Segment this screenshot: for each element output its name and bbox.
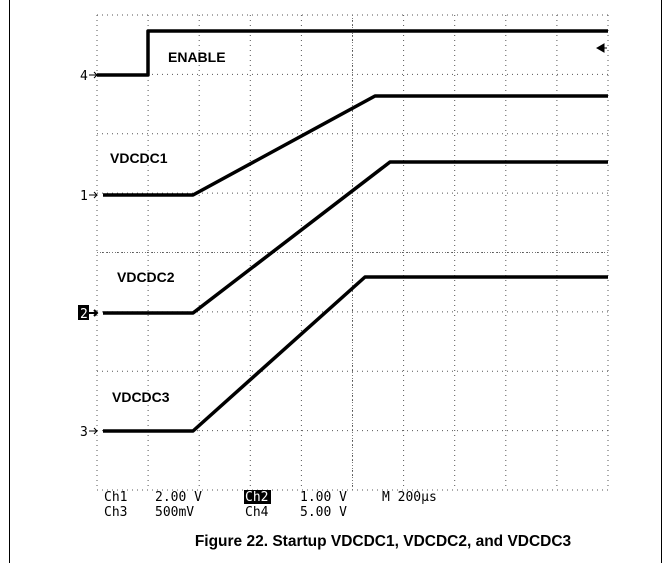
channel-marker: 2: [80, 307, 88, 322]
marker-highlight: [78, 305, 89, 320]
graticule: [96, 14, 609, 491]
trace-vdcdc1: [103, 94, 608, 197]
channel-marker: 1: [80, 189, 88, 204]
readout: Ch2: [245, 490, 268, 505]
marker-arrows: [89, 71, 99, 435]
trigger-marker: [595, 43, 607, 53]
readout: 500mV: [155, 505, 194, 520]
trace-label: VDCDC1: [110, 150, 168, 166]
trace-label: VDCDC2: [117, 269, 175, 285]
traces: [97, 29, 608, 433]
trace-enable: [97, 29, 608, 77]
readout-highlight: [244, 490, 271, 504]
readout: Ch3: [104, 505, 127, 520]
readout: Ch4: [245, 505, 269, 520]
readout: 2.00 V: [155, 490, 202, 505]
channel-marker: 4: [80, 69, 88, 84]
trace-vdcdc3: [103, 275, 608, 433]
readout: M 200µs: [382, 490, 437, 505]
readout: 5.00 V: [300, 505, 347, 520]
channel-marker: 3: [80, 425, 88, 440]
trace-label: VDCDC3: [112, 389, 170, 405]
trace-vdcdc2: [103, 160, 608, 315]
readout: 1.00 V: [300, 490, 347, 505]
caption: Figure 22. Startup VDCDC1, VDCDC2, and V…: [195, 533, 572, 550]
readout: Ch1: [104, 490, 127, 505]
trace-label: ENABLE: [168, 49, 226, 65]
